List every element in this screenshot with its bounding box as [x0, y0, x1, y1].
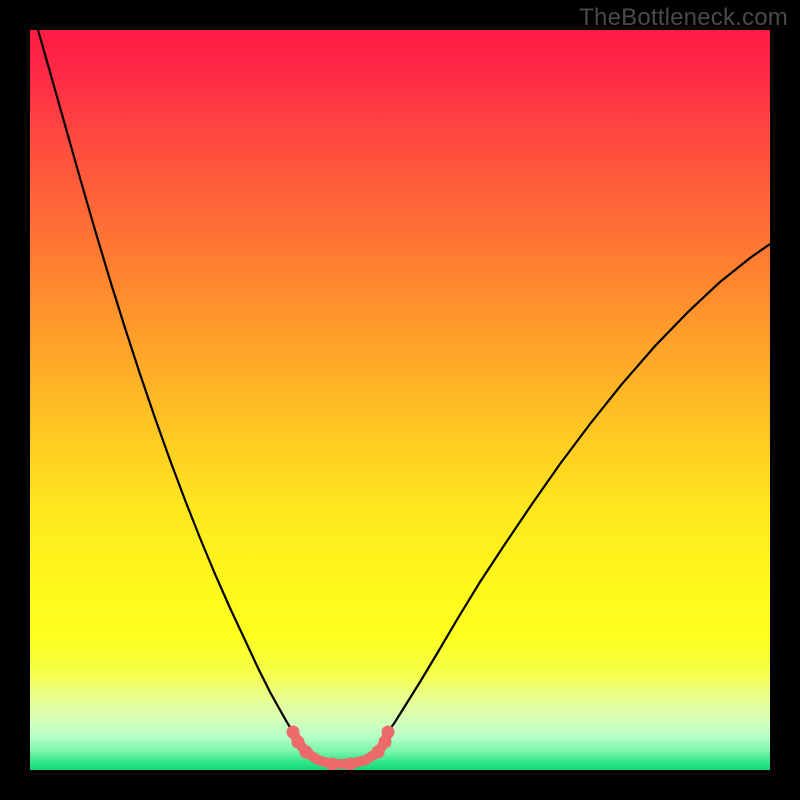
watermark-text: TheBottleneck.com [579, 4, 788, 32]
highlight-dot [300, 746, 313, 759]
highlight-dot [382, 726, 395, 739]
bottleneck-chart [30, 30, 770, 770]
highlight-dot [326, 758, 339, 771]
chart-background [30, 30, 770, 770]
chart-frame: TheBottleneck.com [0, 0, 800, 800]
highlight-dot [344, 758, 357, 771]
